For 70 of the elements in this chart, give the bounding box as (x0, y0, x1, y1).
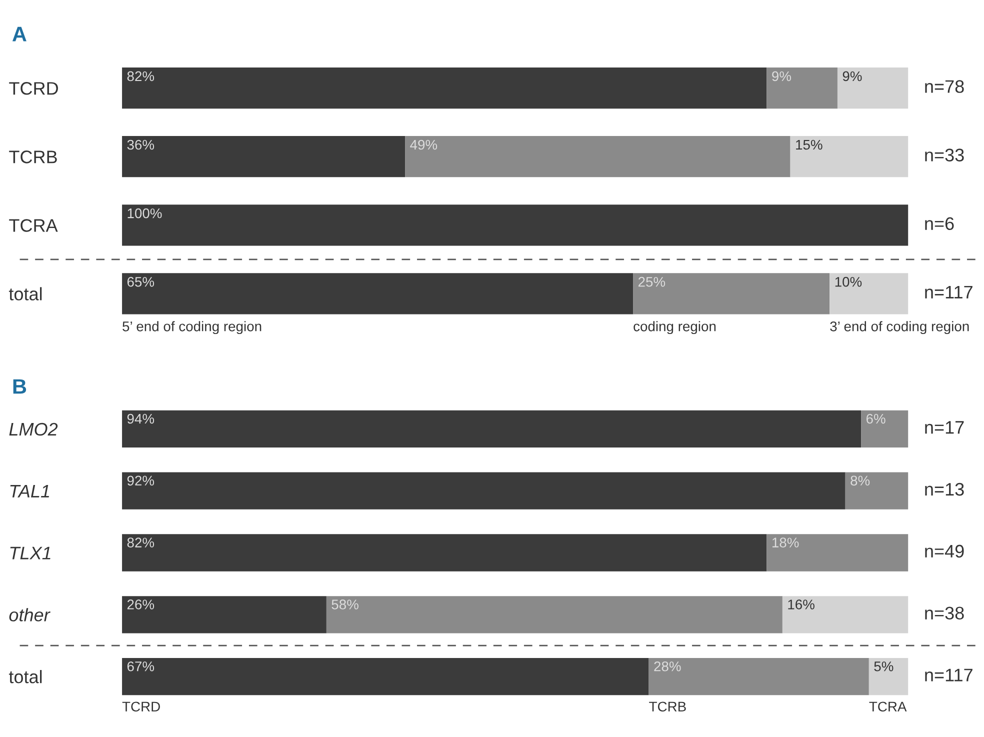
series-label: 3’ end of coding region (830, 321, 969, 334)
chart-title: A (12, 26, 26, 42)
bar (868, 658, 908, 696)
text: n=13 (925, 482, 964, 496)
bar (405, 136, 790, 178)
y-tick-label: LMO2 (9, 422, 58, 436)
data-label: 36% (127, 140, 154, 150)
series-label: TCRD (122, 702, 160, 712)
text: n=117 (925, 668, 972, 682)
series-label: TCRA (869, 702, 907, 712)
text: n=117 (925, 286, 972, 298)
bar (122, 410, 862, 448)
bar (122, 204, 908, 246)
bar (861, 410, 908, 448)
text: n=49 (925, 544, 964, 558)
y-tick-label: TCRA (9, 219, 58, 232)
bar (122, 273, 634, 314)
text: n=33 (925, 148, 964, 162)
bar (830, 273, 908, 314)
y-tick-label: total (8, 287, 42, 300)
data-label: 28% (654, 661, 681, 672)
data-label: 100% (128, 208, 162, 218)
bar (122, 596, 326, 634)
y-tick-label: TLX1 (10, 546, 50, 560)
bar (122, 658, 649, 696)
series-label: 5’ end of coding region (122, 321, 262, 334)
data-label: 26% (127, 600, 154, 610)
bar (790, 136, 908, 178)
series-label: TCRB (649, 702, 686, 712)
data-label: 82% (127, 71, 154, 82)
data-label: 25% (638, 276, 666, 287)
bar (633, 273, 830, 314)
data-label: 94% (127, 414, 154, 424)
data-label: 8% (850, 476, 870, 486)
bar (122, 136, 406, 178)
text: n=38 (925, 606, 964, 620)
data-label: 82% (127, 538, 154, 548)
text: n=17 (925, 421, 964, 434)
data-label: 16% (788, 600, 814, 610)
data-label: 92% (127, 476, 154, 486)
series-label: coding region (634, 321, 716, 334)
data-label: 49% (410, 140, 438, 150)
y-tick-label: other (9, 608, 50, 622)
data-label: 10% (835, 276, 862, 287)
bar (837, 68, 908, 109)
data-label: 15% (796, 140, 822, 150)
bar (122, 68, 767, 109)
text: n=78 (925, 80, 964, 93)
text: n=6 (925, 217, 954, 230)
y-tick-label: TCRD (9, 82, 58, 95)
bar (648, 658, 869, 696)
bar (326, 596, 782, 634)
data-label: 5% (874, 662, 894, 672)
bar (845, 472, 908, 510)
bar (766, 68, 838, 109)
data-label: 9% (772, 71, 792, 82)
bar (122, 534, 767, 572)
bar (782, 596, 908, 634)
data-label: 67% (127, 661, 154, 672)
y-tick-label: TAL1 (10, 484, 49, 498)
y-tick-label: TCRB (9, 150, 57, 164)
chart-title: B (13, 379, 26, 394)
y-tick-label: total (8, 670, 42, 684)
bar (766, 534, 908, 572)
data-label: 65% (127, 276, 154, 287)
data-label: 9% (842, 71, 862, 82)
data-label: 18% (772, 538, 799, 548)
bar (122, 472, 846, 510)
data-label: 58% (332, 600, 358, 610)
data-label: 6% (866, 414, 886, 424)
